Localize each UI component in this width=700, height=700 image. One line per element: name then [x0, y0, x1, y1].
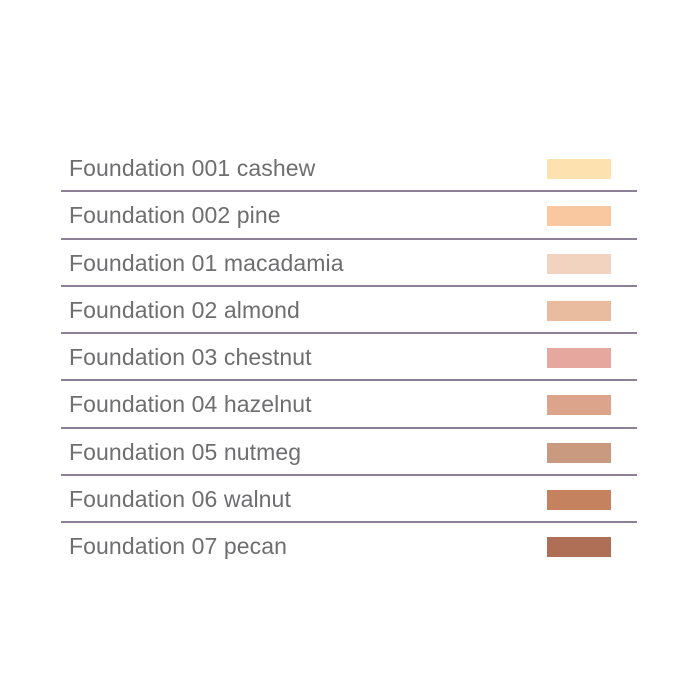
shade-row: Foundation 06 walnut: [61, 476, 637, 524]
shade-row: Foundation 07 pecan: [61, 523, 637, 570]
shade-name: Foundation 01 macadamia: [69, 249, 344, 276]
shade-name: Foundation 05 nutmeg: [69, 438, 302, 465]
shade-row: Foundation 05 nutmeg: [61, 429, 637, 477]
shade-row: Foundation 03 chestnut: [61, 334, 637, 382]
shade-row: Foundation 01 macadamia: [61, 240, 637, 287]
color-swatch: [547, 159, 611, 179]
color-swatch: [547, 395, 611, 416]
shade-name: Foundation 001 cashew: [69, 155, 316, 181]
color-swatch: [547, 537, 611, 558]
color-swatch: [547, 348, 611, 369]
shade-name: Foundation 02 almond: [69, 296, 300, 323]
shade-name: Foundation 04 hazelnut: [69, 391, 312, 418]
shade-row: Foundation 04 hazelnut: [61, 381, 637, 429]
color-swatch: [547, 253, 611, 274]
shade-row: Foundation 001 cashew: [61, 145, 637, 193]
shade-name: Foundation 06 walnut: [69, 486, 291, 513]
shade-name: Foundation 03 chestnut: [69, 344, 312, 371]
foundation-shade-list: Foundation 001 cashew Foundation 002 pin…: [61, 145, 637, 571]
color-swatch: [547, 442, 611, 463]
shade-name: Foundation 002 pine: [69, 202, 281, 229]
shade-name: Foundation 07 pecan: [69, 533, 288, 560]
color-swatch: [547, 300, 611, 321]
shade-row: Foundation 02 almond: [61, 287, 637, 335]
color-swatch: [547, 490, 611, 511]
color-swatch: [547, 206, 611, 227]
shade-row: Foundation 002 pine: [61, 192, 637, 240]
